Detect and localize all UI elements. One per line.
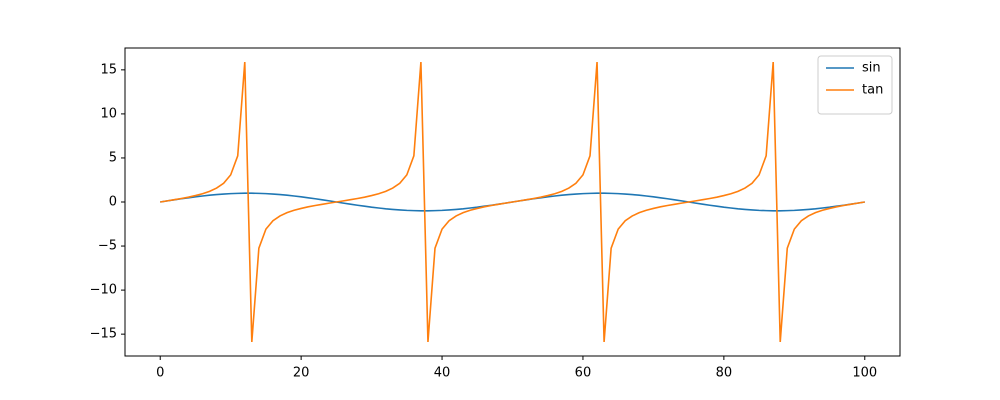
- y-tick-label: 5: [109, 150, 117, 165]
- y-tick-label: 10: [100, 106, 117, 121]
- y-tick-label: −15: [90, 327, 117, 342]
- x-tick-label: 80: [716, 366, 733, 381]
- y-tick-label: 0: [109, 195, 117, 210]
- y-tick-label: −10: [90, 283, 117, 298]
- x-tick-label: 20: [293, 366, 310, 381]
- y-tick-label: 15: [100, 62, 117, 77]
- x-tick-label: 40: [434, 366, 451, 381]
- x-tick-label: 100: [852, 366, 877, 381]
- y-tick-label: −5: [98, 239, 117, 254]
- x-tick-label: 0: [156, 366, 164, 381]
- legend-label: sin: [862, 61, 881, 76]
- legend-label: tan: [862, 83, 883, 98]
- legend-box: [817, 55, 893, 115]
- x-tick-label: 60: [575, 366, 592, 381]
- series-line: [160, 61, 865, 343]
